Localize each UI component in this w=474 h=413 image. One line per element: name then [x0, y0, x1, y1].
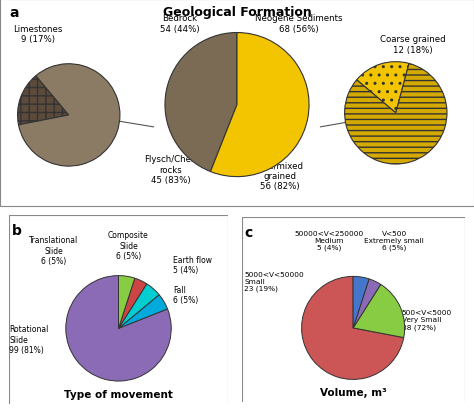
Text: Composite
Slide
6 (5%): Composite Slide 6 (5%) [108, 230, 149, 260]
Text: Earth flow
5 (4%): Earth flow 5 (4%) [173, 255, 212, 275]
Text: 500<V<5000
Very Small
88 (72%): 500<V<5000 Very Small 88 (72%) [401, 310, 452, 330]
Text: Type of movement: Type of movement [64, 389, 173, 399]
Text: 50000<V<250000
Medium
5 (4%): 50000<V<250000 Medium 5 (4%) [294, 230, 364, 250]
Text: a: a [9, 6, 19, 20]
Text: 5000<V<50000
Small
23 (19%): 5000<V<50000 Small 23 (19%) [244, 271, 304, 292]
Text: b: b [12, 223, 22, 237]
Text: Fall
6 (5%): Fall 6 (5%) [173, 285, 198, 304]
Text: Rotational
Slide
99 (81%): Rotational Slide 99 (81%) [9, 325, 49, 354]
Text: Flysch/Chert
rocks
45 (83%): Flysch/Chert rocks 45 (83%) [144, 155, 198, 185]
Text: Bedrock
54 (44%): Bedrock 54 (44%) [160, 14, 200, 34]
Text: V<500
Extremely small
6 (5%): V<500 Extremely small 6 (5%) [365, 230, 424, 250]
Text: Volume, m³: Volume, m³ [320, 387, 386, 397]
Text: Coarse grained
12 (18%): Coarse grained 12 (18%) [380, 35, 445, 55]
Text: Limestones
9 (17%): Limestones 9 (17%) [13, 25, 63, 44]
Text: Neogene Sediments
68 (56%): Neogene Sediments 68 (56%) [255, 14, 342, 34]
Text: Translational
Slide
6 (5%): Translational Slide 6 (5%) [29, 235, 79, 265]
Text: Geological Formation: Geological Formation [163, 6, 311, 19]
Text: Fine/mixed
grained
56 (82%): Fine/mixed grained 56 (82%) [256, 161, 303, 191]
Text: c: c [244, 225, 253, 239]
